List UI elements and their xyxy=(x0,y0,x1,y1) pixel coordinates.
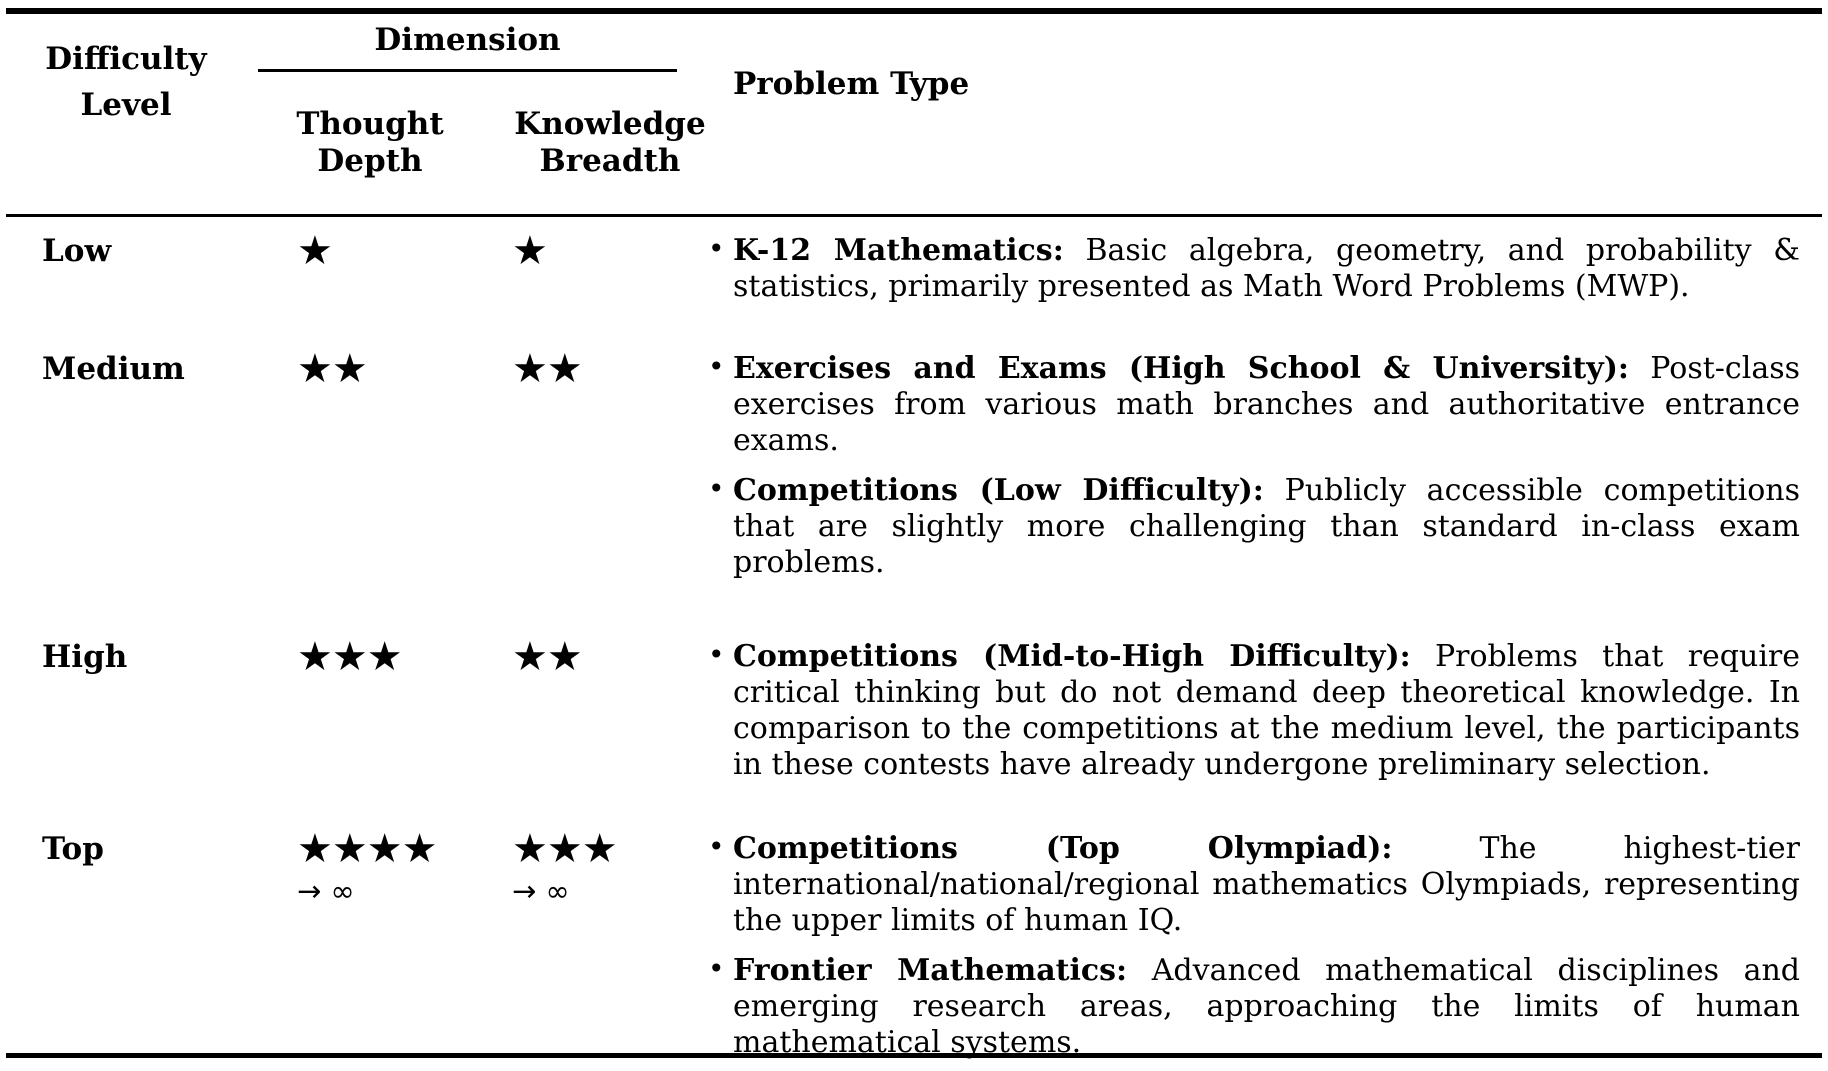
thought-depth-infinity-note: → ∞ xyxy=(297,874,355,908)
column-header-knowledge-breadth: Knowledge Breadth xyxy=(505,106,715,180)
table-bottom-rule xyxy=(6,1053,1822,1058)
knowledge-breadth-star-rating: ★ xyxy=(512,228,548,274)
thought-depth-header-line2: Depth xyxy=(317,143,423,179)
bullet-icon: • xyxy=(708,232,725,265)
column-header-difficulty-level: Difficulty Level xyxy=(0,36,252,128)
table-header: Difficulty Level Dimension Thought Depth… xyxy=(0,14,1828,214)
bullet-icon: • xyxy=(708,638,725,671)
list-item-text: The highest-tier international/national/… xyxy=(733,831,1801,938)
table-header-rule xyxy=(6,214,1822,217)
table-top-rule xyxy=(6,8,1822,14)
list-item-text: Basic algebra, geometry, and probability… xyxy=(733,233,1800,304)
list-item: • Competitions (Top Olympiad): The highes… xyxy=(708,830,1801,939)
thought-depth-star-rating: ★ xyxy=(297,228,333,274)
knowledge-breadth-cell: ★★★ → ∞ xyxy=(512,826,708,909)
thought-depth-header-line1: Thought xyxy=(296,106,444,142)
difficulty-level-cell: Top xyxy=(42,831,104,867)
difficulty-level-cell: High xyxy=(42,639,128,675)
list-item-title: Competitions (Mid-to-High Difficulty): xyxy=(733,639,1411,674)
problem-type-cell: • Competitions (Mid-to-High Difficulty): … xyxy=(708,638,1828,783)
column-group-header-dimension: Dimension xyxy=(258,22,677,72)
list-item-title: Competitions (Top Olympiad): xyxy=(733,831,1393,866)
knowledge-breadth-infinity-note: → ∞ xyxy=(512,874,570,908)
thought-depth-cell: ★ xyxy=(297,228,512,274)
knowledge-breadth-cell: ★ xyxy=(512,228,708,274)
list-item-title: Competitions (Low Difficulty): xyxy=(733,473,1264,508)
table-row-low: Low ★ ★ • K-12 Mathematics: Basic algebra… xyxy=(0,228,1828,305)
thought-depth-cell: ★★★★ → ∞ xyxy=(297,826,512,909)
list-item: • Competitions (Mid-to-High Difficulty): … xyxy=(708,638,1801,783)
knowledge-breadth-star-rating: ★★★ xyxy=(512,826,618,872)
table-row-top: Top ★★★★ → ∞ ★★★ → ∞ • Competitions (Top … xyxy=(0,826,1828,1061)
thought-depth-star-rating: ★★★ xyxy=(297,634,403,680)
problem-type-cell: • Competitions (Top Olympiad): The highes… xyxy=(708,830,1828,1061)
list-item: • K-12 Mathematics: Basic algebra, geomet… xyxy=(708,232,1800,305)
list-item-title: Frontier Mathematics: xyxy=(733,953,1128,988)
thought-depth-star-rating: ★★ xyxy=(297,346,368,392)
column-header-problem-type: Problem Type xyxy=(733,66,970,102)
difficulty-header-line1: Difficulty xyxy=(45,41,207,77)
knowledge-breadth-header-line1: Knowledge xyxy=(514,106,706,142)
knowledge-breadth-header-line2: Breadth xyxy=(539,143,681,179)
table-row-high: High ★★★ ★★ • Competitions (Mid-to-High D… xyxy=(0,634,1828,783)
bullet-icon: • xyxy=(708,830,725,863)
list-item-title: K-12 Mathematics: xyxy=(733,233,1064,268)
knowledge-breadth-cell: ★★ xyxy=(512,634,708,680)
knowledge-breadth-star-rating: ★★ xyxy=(512,346,583,392)
difficulty-header-line2: Level xyxy=(80,87,172,123)
thought-depth-cell: ★★ xyxy=(297,346,512,392)
difficulty-level-cell: Medium xyxy=(42,351,185,387)
knowledge-breadth-cell: ★★ xyxy=(512,346,708,392)
thought-depth-cell: ★★★ xyxy=(297,634,512,680)
table-row-medium: Medium ★★ ★★ • Exercises and Exams (High … xyxy=(0,346,1828,581)
problem-type-cell: • Exercises and Exams (High School & Univ… xyxy=(708,350,1828,581)
thought-depth-star-rating: ★★★★ xyxy=(297,826,437,872)
list-item-text: Post-class exercises from various math b… xyxy=(733,351,1800,458)
list-item: • Exercises and Exams (High School & Univ… xyxy=(708,350,1800,459)
problem-type-cell: • K-12 Mathematics: Basic algebra, geomet… xyxy=(708,232,1828,305)
difficulty-level-cell: Low xyxy=(42,233,112,269)
knowledge-breadth-star-rating: ★★ xyxy=(512,634,583,680)
list-item: • Frontier Mathematics: Advanced mathemat… xyxy=(708,952,1800,1061)
bullet-icon: • xyxy=(708,952,725,985)
bullet-icon: • xyxy=(708,350,725,383)
list-item-title: Exercises and Exams (High School & Unive… xyxy=(733,351,1629,386)
list-item-text: Publicly accessible competitions that ar… xyxy=(733,473,1800,580)
bullet-icon: • xyxy=(708,472,725,505)
list-item: • Competitions (Low Difficulty): Publicly… xyxy=(708,472,1800,581)
column-header-thought-depth: Thought Depth xyxy=(290,106,450,180)
list-item-text: Problems that require critical thinking … xyxy=(733,639,1801,782)
